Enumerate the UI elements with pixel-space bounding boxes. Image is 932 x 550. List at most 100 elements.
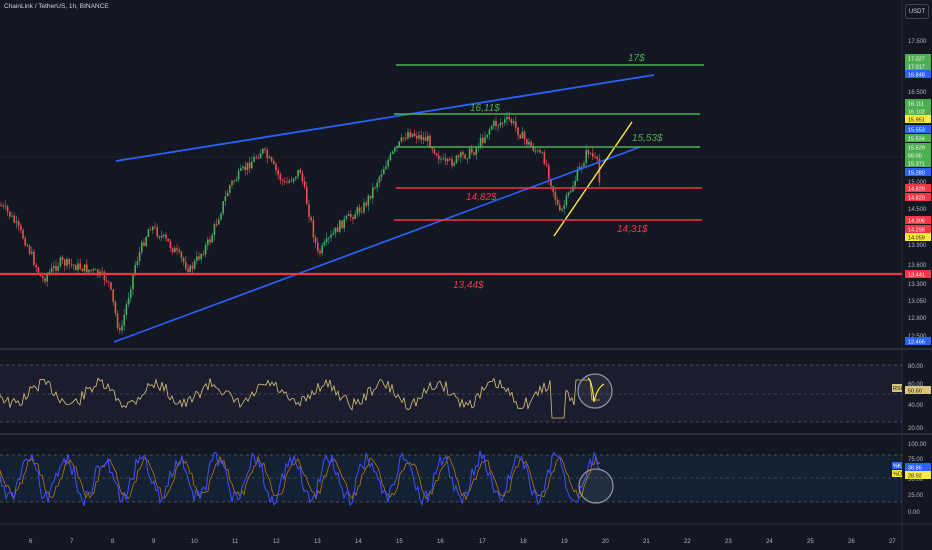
stoch-tick: 100.00	[908, 442, 927, 448]
candle-body	[22, 229, 24, 239]
candle-body	[473, 152, 475, 155]
candle-body	[165, 234, 167, 239]
candle-body	[429, 135, 431, 148]
candle-body	[398, 141, 400, 147]
svg-text:28.92: 28.92	[908, 474, 922, 480]
candle-body	[310, 217, 312, 221]
currency-button[interactable]: USDT	[905, 4, 929, 19]
price-tick: 13.050	[908, 299, 927, 305]
price-tick: 14.500	[908, 207, 927, 213]
svg-text:13.441: 13.441	[908, 273, 925, 279]
time-tick: 15	[396, 539, 403, 545]
candle-body	[352, 216, 354, 220]
rsi-highlight-circle[interactable]	[577, 373, 613, 409]
rsi-panel[interactable]: 80.00 60.00 40.00 20.00 RSI 50.60	[0, 364, 931, 432]
candle-body	[244, 166, 246, 171]
candle-body	[279, 174, 282, 180]
candle-body	[517, 127, 519, 135]
candle-body	[288, 180, 290, 183]
candle-body	[101, 271, 103, 273]
candle-body	[596, 156, 598, 159]
candle-body	[495, 120, 497, 126]
candle-body	[530, 141, 532, 147]
price-tick: 13.600	[908, 263, 927, 269]
candle-body	[587, 150, 590, 154]
candle-body	[523, 131, 526, 140]
candle-body	[92, 269, 95, 271]
candle-body	[462, 152, 464, 155]
candle-body	[189, 265, 191, 272]
candle-body	[312, 220, 315, 238]
candle-body	[127, 297, 130, 305]
stoch-tick: 25.00	[908, 493, 924, 499]
candle-body	[561, 208, 563, 211]
time-tick: 19	[561, 539, 568, 545]
candle-body	[112, 289, 114, 302]
candle-body	[534, 151, 537, 152]
time-tick: 26	[848, 539, 855, 545]
candle-body	[460, 152, 462, 158]
price-tag: 55:00	[905, 151, 931, 160]
candle-body	[116, 313, 119, 329]
price-tags: 17.027 17.017 16.848 16.111 16.102 15.95…	[905, 54, 931, 346]
candle-body	[376, 182, 378, 188]
svg-text:12.466: 12.466	[908, 340, 925, 346]
candle-body	[198, 256, 200, 260]
candle-body	[147, 229, 150, 237]
candle-body	[196, 256, 198, 261]
candle-body	[407, 132, 409, 139]
candle-body	[237, 170, 240, 180]
candle-body	[592, 153, 594, 157]
candle-body	[317, 242, 319, 251]
stoch-tick: 0.00	[908, 510, 920, 516]
candle-body	[251, 161, 253, 169]
candle-body	[31, 251, 33, 254]
candle-body	[103, 271, 106, 281]
upper-channel-trendline[interactable]	[115, 74, 655, 162]
yellow-trendline[interactable]	[553, 121, 633, 237]
candle-body	[136, 261, 139, 266]
candle-body	[290, 180, 293, 182]
candle-body	[471, 148, 473, 153]
candle-body	[149, 229, 152, 231]
candle-body	[77, 263, 79, 271]
svg-text:%D: %D	[893, 472, 902, 478]
price-tick: 13.300	[908, 282, 927, 288]
svg-text:14.829: 14.829	[908, 187, 925, 193]
svg-text:15.951: 15.951	[908, 118, 925, 124]
candle-body	[224, 196, 227, 202]
candle-body	[248, 162, 251, 169]
candle-body	[532, 146, 535, 152]
candle-body	[411, 133, 414, 137]
stoch-d-line	[0, 455, 601, 501]
stoch-highlight-circle[interactable]	[578, 468, 614, 504]
candle-body	[33, 251, 35, 266]
candle-body	[550, 178, 552, 187]
candle-body	[83, 264, 86, 272]
candle-body	[178, 250, 180, 252]
candle-body	[574, 180, 576, 187]
rsi-tick: 20.00	[908, 426, 924, 432]
time-axis[interactable]: 6 7 8 9 10 11 12 13 14 15 16 17 18 19 20…	[29, 539, 896, 545]
candlestick-series	[0, 111, 601, 335]
candle-body	[301, 173, 304, 182]
candle-body	[257, 157, 260, 159]
candle-body	[332, 233, 334, 235]
candle-body	[169, 241, 172, 248]
lower-channel-trendline[interactable]	[113, 146, 641, 343]
candle-body	[422, 137, 425, 140]
candle-body	[504, 119, 506, 123]
price-tag: 14.059	[905, 233, 931, 242]
candle-body	[521, 131, 524, 139]
candle-body	[64, 259, 66, 266]
candle-body	[72, 264, 75, 266]
candle-body	[213, 224, 216, 236]
candle-body	[405, 138, 407, 140]
candle-body	[264, 148, 266, 151]
candle-body	[508, 116, 510, 120]
stoch-rsi-panel[interactable]: 100.00 75.00 50.00 25.00 0.00 %K %D 38.8…	[0, 442, 931, 516]
candle-body	[350, 214, 352, 217]
time-tick: 22	[684, 539, 691, 545]
candle-body	[193, 260, 196, 269]
